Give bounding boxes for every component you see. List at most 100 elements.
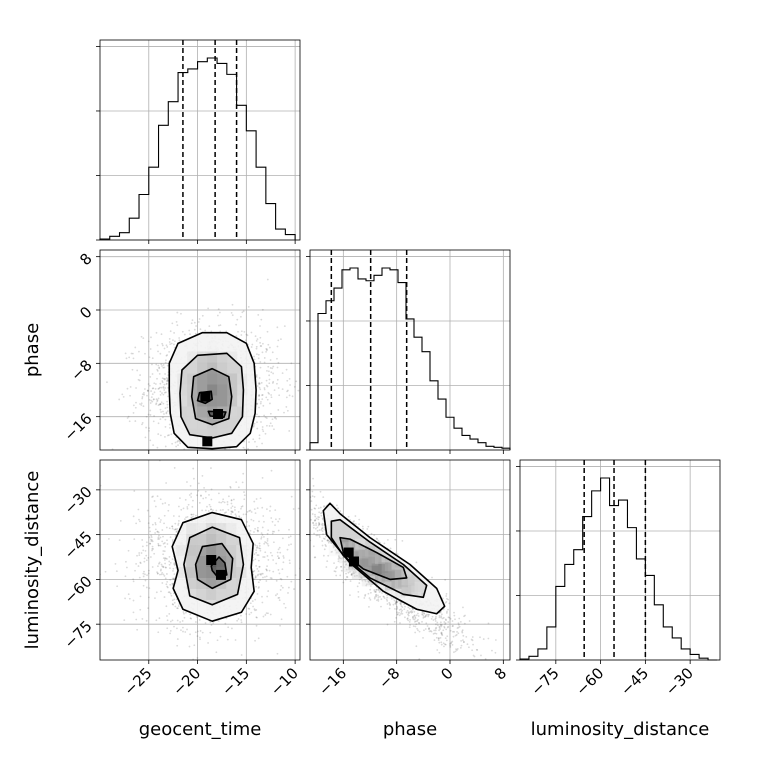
sample-point [198,321,200,323]
sample-point [139,374,141,376]
sample-point [234,509,236,511]
sample-point [125,561,127,563]
sample-point [159,418,161,420]
density-peak [216,570,226,580]
sample-point [172,539,174,541]
sample-point [270,517,272,519]
sample-point [179,497,181,499]
sample-point [244,494,246,496]
sample-point [184,334,186,336]
sample-point [159,387,161,389]
sample-point [282,537,284,539]
sample-point [191,514,193,516]
sample-point [218,308,220,310]
sample-point [190,618,192,620]
sample-point [150,348,152,350]
sample-point [211,488,213,490]
sample-point [305,507,307,509]
sample-point [264,614,266,616]
sample-point [161,343,163,345]
sample-point [494,696,496,698]
sample-point [170,562,172,564]
sample-point [399,622,401,624]
sample-point [413,625,415,627]
sample-point [308,507,310,509]
sample-point [386,598,388,600]
sample-point [165,578,167,580]
sample-point [313,524,315,526]
sample-point [161,540,163,542]
sample-point [322,533,324,535]
sample-point [154,597,156,599]
sample-point [154,391,156,393]
density-cell [207,374,217,385]
sample-point [266,425,268,427]
density-cell [196,534,206,545]
sample-point [260,550,262,552]
sample-point [116,585,118,587]
sample-point [241,654,243,656]
sample-point [162,345,164,347]
sample-point [286,380,288,382]
sample-point [369,597,371,599]
sample-point [255,565,257,567]
sample-point [161,333,163,335]
sample-point [169,567,171,569]
histogram-panel-luminosity_distance [516,460,720,660]
sample-point [282,587,284,589]
sample-point [189,494,191,496]
sample-point [155,383,157,385]
sample-point [455,648,457,650]
sample-point [395,617,397,619]
sample-point [289,384,291,386]
sample-point [165,362,167,364]
sample-point [453,631,455,633]
sample-point [378,600,380,602]
sample-point [438,629,440,631]
sample-point [328,542,330,544]
sample-point [139,609,141,611]
sample-point [427,625,429,627]
sample-point [159,521,161,523]
sample-point [433,629,435,631]
sample-point [169,424,171,426]
sample-point [148,596,150,598]
sample-point [247,448,249,450]
sample-point [147,510,149,512]
sample-point [468,646,470,648]
sample-point [172,619,174,621]
sample-point [370,592,372,594]
sample-point [164,575,166,577]
sample-point [376,599,378,601]
density-cell [227,385,237,396]
sample-point [261,507,263,509]
sample-point [261,443,263,445]
sample-point [290,535,292,537]
sample-point [115,563,117,565]
sample-point [443,617,445,619]
sample-point [256,403,258,405]
sample-point [273,541,275,543]
sample-point [123,619,125,621]
sample-point [159,574,161,576]
sample-point [165,407,167,409]
sample-point [264,362,266,364]
sample-point [267,344,269,346]
sample-point [272,373,274,375]
histogram-step-luminosity_distance [520,478,717,660]
sample-point [235,515,237,517]
sample-point [296,512,298,514]
sample-point [165,583,167,585]
sample-point [162,416,164,418]
sample-point [236,620,238,622]
sample-point [257,385,259,387]
sample-point [191,322,193,324]
sample-point [179,442,181,444]
sample-point [258,587,260,589]
sample-point [441,633,443,635]
sample-point [148,573,150,575]
sample-point [287,498,289,500]
sample-point [289,395,291,397]
sample-point [358,523,360,525]
sample-point [175,446,177,448]
